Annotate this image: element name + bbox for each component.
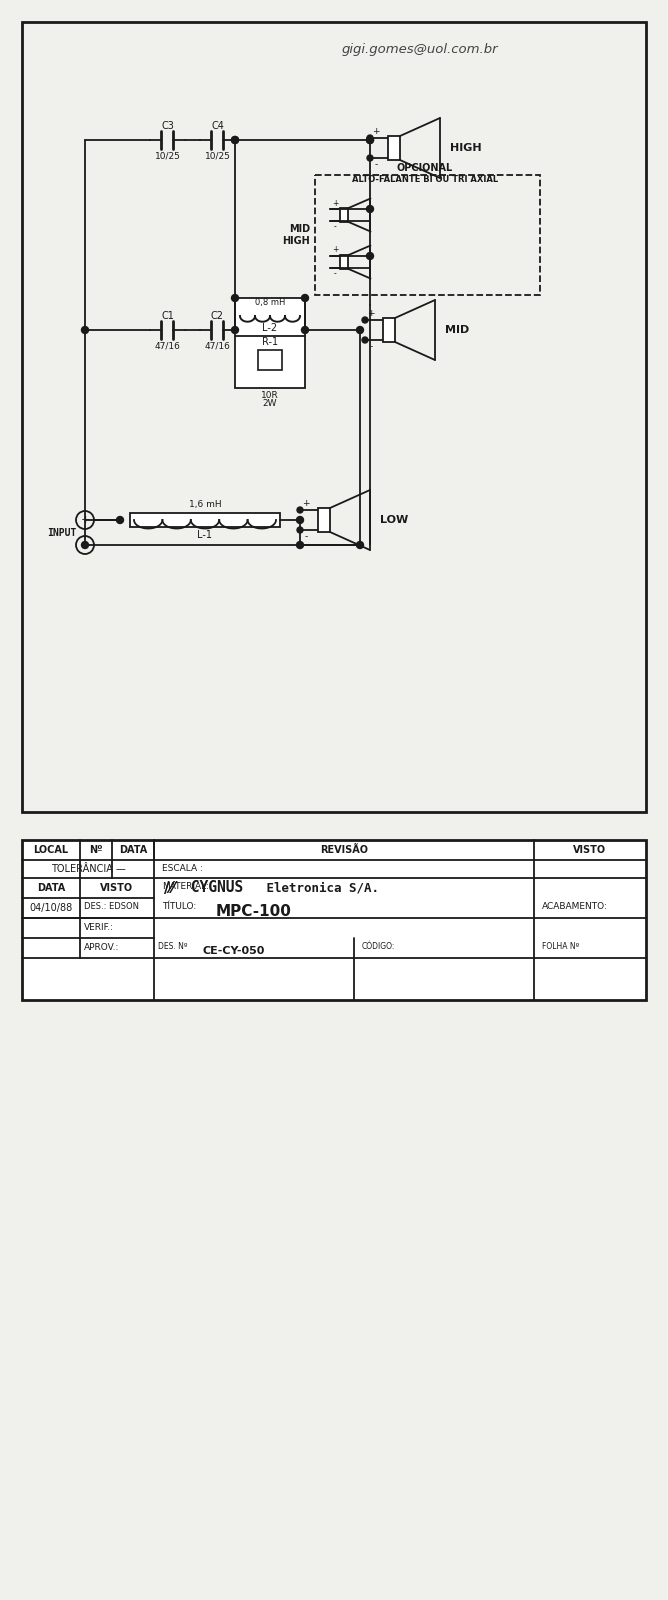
Bar xyxy=(341,256,348,269)
Text: LOW: LOW xyxy=(380,515,408,525)
Circle shape xyxy=(362,338,368,342)
Text: FOLHA Nº: FOLHA Nº xyxy=(542,942,579,950)
Text: Nº: Nº xyxy=(90,845,103,854)
Circle shape xyxy=(367,134,373,141)
Circle shape xyxy=(301,294,309,301)
Text: 1,6 mH: 1,6 mH xyxy=(188,499,221,509)
Circle shape xyxy=(297,507,303,514)
Bar xyxy=(341,208,348,222)
Text: C2: C2 xyxy=(211,310,224,322)
Circle shape xyxy=(297,517,303,523)
Text: MID
HIGH: MID HIGH xyxy=(283,224,310,246)
Text: ALTO-FALANTE BI OU TRI AXIAL: ALTO-FALANTE BI OU TRI AXIAL xyxy=(352,174,498,184)
Circle shape xyxy=(232,136,238,144)
Text: -: - xyxy=(305,533,308,541)
Text: 47/16: 47/16 xyxy=(154,341,180,350)
Text: 47/16: 47/16 xyxy=(204,341,230,350)
Text: CÓDIGO:: CÓDIGO: xyxy=(362,942,395,950)
Text: +: + xyxy=(372,126,379,136)
Text: C1: C1 xyxy=(161,310,174,322)
Text: REVISÃO: REVISÃO xyxy=(320,845,368,854)
Text: -: - xyxy=(333,222,337,232)
Text: LOCAL: LOCAL xyxy=(33,845,69,854)
Bar xyxy=(22,22,646,813)
Text: OPCIONAL: OPCIONAL xyxy=(397,163,453,173)
Text: +: + xyxy=(367,309,375,317)
Text: 10/25: 10/25 xyxy=(154,152,180,160)
Text: gigi.gomes@uol.com.br: gigi.gomes@uol.com.br xyxy=(342,43,498,56)
Text: 2W: 2W xyxy=(263,400,277,408)
Circle shape xyxy=(81,541,88,549)
Circle shape xyxy=(357,326,363,333)
Circle shape xyxy=(81,326,88,333)
Text: -: - xyxy=(374,160,377,170)
Text: /⁄⁄: /⁄⁄ xyxy=(164,880,174,896)
Text: L-1: L-1 xyxy=(198,530,212,541)
Text: +: + xyxy=(332,245,338,254)
Text: C4: C4 xyxy=(211,122,224,131)
Circle shape xyxy=(116,517,124,523)
Text: C3: C3 xyxy=(161,122,174,131)
Text: +: + xyxy=(302,499,310,507)
Text: TOLERÂNCIA —: TOLERÂNCIA — xyxy=(51,864,126,874)
Text: −: − xyxy=(79,538,91,552)
Text: 10/25: 10/25 xyxy=(204,152,230,160)
Text: 04/10/88: 04/10/88 xyxy=(29,902,73,914)
Text: VERIF.:: VERIF.: xyxy=(84,923,114,933)
Bar xyxy=(388,136,400,160)
Text: +: + xyxy=(80,515,90,525)
Text: TÍTULO:: TÍTULO: xyxy=(162,902,196,910)
Bar xyxy=(318,509,330,531)
Bar xyxy=(22,840,646,1000)
Text: INPUT: INPUT xyxy=(47,528,77,538)
Text: MATERIAL:: MATERIAL: xyxy=(162,882,209,891)
Text: VISTO: VISTO xyxy=(100,883,134,893)
Bar xyxy=(258,350,282,370)
Text: MPC-100: MPC-100 xyxy=(216,904,292,918)
Text: Eletronica S/A.: Eletronica S/A. xyxy=(259,882,379,894)
Text: R-1: R-1 xyxy=(262,338,278,347)
Circle shape xyxy=(357,541,363,549)
Circle shape xyxy=(362,317,368,323)
Bar xyxy=(315,174,540,294)
Circle shape xyxy=(297,541,303,549)
Text: L-2: L-2 xyxy=(263,323,278,333)
Circle shape xyxy=(232,136,238,144)
Text: 10R: 10R xyxy=(261,390,279,400)
Bar xyxy=(235,298,305,387)
Circle shape xyxy=(367,136,373,144)
Circle shape xyxy=(367,253,373,259)
Text: +: + xyxy=(332,198,338,208)
Circle shape xyxy=(232,294,238,301)
Circle shape xyxy=(367,155,373,162)
Text: VISTO: VISTO xyxy=(573,845,607,854)
Text: CYGNUS: CYGNUS xyxy=(182,880,243,896)
Text: DATA: DATA xyxy=(37,883,65,893)
Circle shape xyxy=(367,205,373,213)
Text: HIGH: HIGH xyxy=(450,142,482,154)
Text: APROV.:: APROV.: xyxy=(84,944,120,952)
Text: -: - xyxy=(369,342,373,352)
Text: DATA: DATA xyxy=(119,845,147,854)
Text: ACABAMENTO:: ACABAMENTO: xyxy=(542,902,608,910)
Text: CE-CY-050: CE-CY-050 xyxy=(203,946,265,955)
Text: MID: MID xyxy=(445,325,469,334)
Text: ESCALA :: ESCALA : xyxy=(162,864,203,874)
Text: -: - xyxy=(333,269,337,278)
Circle shape xyxy=(232,326,238,333)
Text: DES. Nº: DES. Nº xyxy=(158,942,188,950)
Circle shape xyxy=(301,326,309,333)
Circle shape xyxy=(297,526,303,533)
Circle shape xyxy=(367,136,373,144)
Text: 0,8 mH: 0,8 mH xyxy=(255,299,285,307)
Bar xyxy=(130,514,280,526)
Bar xyxy=(383,318,395,342)
Text: DES.: EDSON: DES.: EDSON xyxy=(84,902,139,910)
